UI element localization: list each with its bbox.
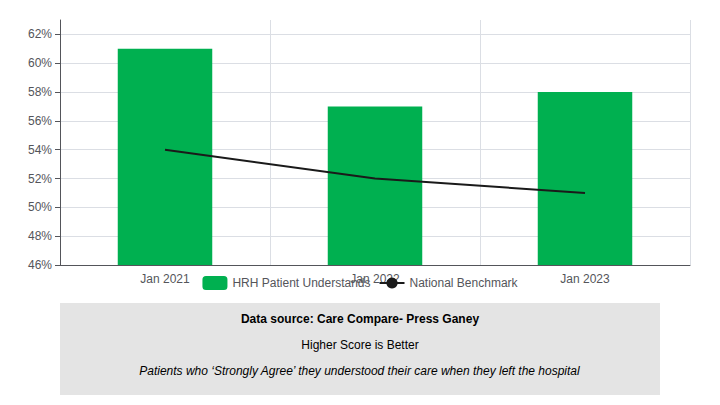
svg-text:Higher Score is Better: Higher Score is Better [301, 338, 418, 352]
svg-text:48%: 48% [28, 229, 52, 243]
svg-text:46%: 46% [28, 258, 52, 272]
svg-text:Jan 2023: Jan 2023 [560, 272, 610, 286]
svg-text:HRH Patient Understands: HRH Patient Understands [232, 276, 370, 290]
svg-text:Jan 2021: Jan 2021 [140, 272, 190, 286]
svg-text:Patients who ‘Strongly Agree’: Patients who ‘Strongly Agree’ they under… [139, 364, 580, 378]
svg-text:62%: 62% [28, 27, 52, 41]
svg-text:Data source: Care Compare- Pre: Data source: Care Compare- Press Ganey [241, 312, 479, 326]
svg-text:50%: 50% [28, 200, 52, 214]
svg-text:52%: 52% [28, 172, 52, 186]
svg-text:54%: 54% [28, 143, 52, 157]
svg-text:58%: 58% [28, 85, 52, 99]
svg-text:National Benchmark: National Benchmark [410, 276, 519, 290]
svg-text:56%: 56% [28, 114, 52, 128]
svg-text:60%: 60% [28, 56, 52, 70]
